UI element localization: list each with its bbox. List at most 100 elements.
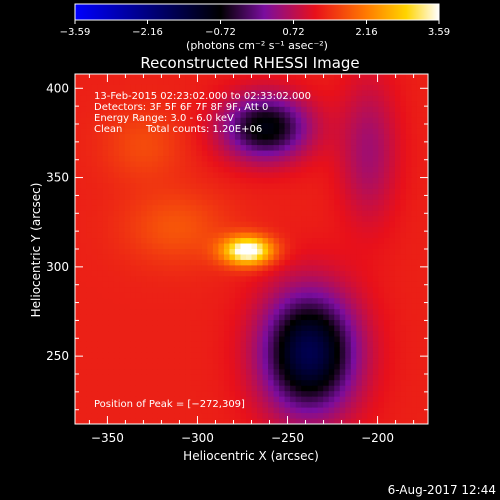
heatmap-cell xyxy=(334,112,341,119)
heatmap-cell xyxy=(207,259,214,267)
heatmap-cell xyxy=(312,413,319,420)
heatmap-cell xyxy=(279,150,286,157)
heatmap-cell xyxy=(124,74,131,81)
heatmap-cell xyxy=(201,145,208,152)
heatmap-cell xyxy=(91,407,98,414)
heatmap-cell xyxy=(394,407,402,414)
heatmap-cell xyxy=(257,232,264,239)
heatmap-cell xyxy=(207,325,214,332)
heatmap-cell xyxy=(378,166,385,174)
heatmap-cell xyxy=(185,385,192,392)
heatmap-cell xyxy=(179,221,186,228)
heatmap-cell xyxy=(240,341,247,349)
heatmap-cell xyxy=(196,112,203,119)
heatmap-cell xyxy=(361,369,368,376)
heatmap-cell xyxy=(290,106,297,113)
heatmap-cell xyxy=(229,216,236,223)
heatmap-cell xyxy=(312,369,319,376)
heatmap-cell xyxy=(102,150,109,157)
heatmap-cell xyxy=(174,249,181,256)
heatmap-cell xyxy=(207,139,214,146)
heatmap-cell xyxy=(317,74,324,81)
heatmap-cell xyxy=(422,259,428,267)
heatmap-cell xyxy=(229,347,236,354)
heatmap-cell xyxy=(163,265,170,272)
heatmap-cell xyxy=(422,298,428,305)
heatmap-cell xyxy=(323,84,330,92)
heatmap-cell xyxy=(124,123,131,130)
heatmap-cell xyxy=(394,336,402,343)
heatmap-cell xyxy=(119,298,126,305)
heatmap-cell xyxy=(350,385,357,392)
heatmap-cell xyxy=(268,352,275,359)
footer-date: 6-Aug-2017 12:44 xyxy=(388,483,496,497)
heatmap-cell xyxy=(245,270,253,277)
heatmap-cell xyxy=(306,320,313,327)
heatmap-cell xyxy=(295,216,302,223)
heatmap-cell xyxy=(323,281,330,288)
heatmap-cell xyxy=(295,183,302,190)
heatmap-cell xyxy=(372,314,379,321)
heatmap-cell xyxy=(251,265,258,272)
heatmap-cell xyxy=(185,298,192,305)
heatmap-cell xyxy=(108,391,115,398)
heatmap-cell xyxy=(295,232,302,239)
heatmap-cell xyxy=(356,402,363,409)
heatmap-cell xyxy=(179,188,186,195)
heatmap-cell xyxy=(91,270,98,277)
heatmap-cell xyxy=(207,298,214,305)
heatmap-cell xyxy=(356,363,363,370)
heatmap-cell xyxy=(372,221,379,228)
heatmap-cell xyxy=(328,249,335,256)
heatmap-cell xyxy=(119,139,126,146)
heatmap-cell xyxy=(245,183,253,190)
heatmap-cell xyxy=(328,90,335,97)
heatmap-cell xyxy=(383,309,390,316)
heatmap-cell xyxy=(262,188,269,195)
heatmap-cell xyxy=(135,243,142,250)
heatmap-cell xyxy=(135,341,142,349)
heatmap-cell xyxy=(124,347,131,354)
heatmap-cell xyxy=(301,117,308,124)
heatmap-cell xyxy=(268,325,275,332)
heatmap-cell xyxy=(245,303,253,310)
heatmap-cell xyxy=(207,150,214,157)
heatmap-cell xyxy=(306,402,313,409)
heatmap-cell xyxy=(130,396,137,403)
heatmap-cell xyxy=(345,358,352,365)
heatmap-cell xyxy=(345,74,352,81)
heatmap-cell xyxy=(141,352,148,359)
heatmap-cell xyxy=(207,265,214,272)
heatmap-cell xyxy=(400,227,407,234)
heatmap-cell xyxy=(394,374,402,381)
heatmap-cell xyxy=(268,243,275,250)
heatmap-cell xyxy=(405,396,413,403)
heatmap-cell xyxy=(251,347,258,354)
heatmap-cell xyxy=(400,145,407,152)
heatmap-cell xyxy=(223,134,231,141)
heatmap-cell xyxy=(168,221,175,228)
heatmap-cell xyxy=(168,385,175,392)
heatmap-cell xyxy=(207,101,214,108)
heatmap-cell xyxy=(422,232,428,239)
heatmap-cell xyxy=(284,205,291,212)
heatmap-cell xyxy=(229,183,236,190)
heatmap-cell xyxy=(75,320,82,327)
heatmap-cell xyxy=(389,303,396,310)
heatmap-cell xyxy=(168,216,175,223)
heatmap-cell xyxy=(135,259,142,267)
heatmap-cell xyxy=(108,331,115,338)
heatmap-cell xyxy=(273,90,280,97)
heatmap-cell xyxy=(312,402,319,409)
heatmap-cell xyxy=(361,106,368,113)
heatmap-cell xyxy=(345,221,352,228)
heatmap-cell xyxy=(262,161,269,168)
heatmap-cell xyxy=(218,374,225,381)
heatmap-cell xyxy=(141,347,148,354)
heatmap-cell xyxy=(306,309,313,316)
heatmap-cell xyxy=(257,161,264,168)
heatmap-cell xyxy=(229,281,236,288)
heatmap-cell xyxy=(394,161,402,168)
heatmap-cell xyxy=(279,183,286,190)
heatmap-cell xyxy=(86,172,93,179)
